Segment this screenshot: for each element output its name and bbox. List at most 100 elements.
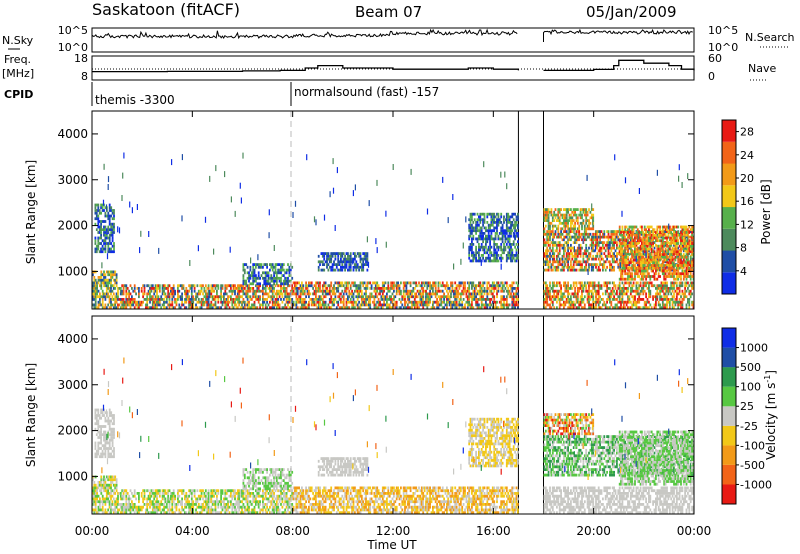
power-cell (334, 263, 337, 266)
power-cell (504, 298, 507, 301)
power-cell (677, 260, 680, 264)
power-cell (553, 289, 556, 293)
power-cell (319, 260, 321, 264)
power-cell (206, 298, 209, 301)
power-cell (544, 281, 547, 285)
power-cell (262, 303, 264, 307)
power-cell (271, 263, 274, 266)
power-cell (227, 303, 229, 307)
power-cell (111, 236, 114, 240)
power-cell (466, 303, 469, 307)
power-cell (143, 287, 146, 290)
power-cell (111, 284, 114, 288)
power-cell (280, 279, 282, 283)
power-cell (105, 295, 108, 299)
power-cell (501, 298, 504, 301)
power-cell (681, 306, 684, 310)
power-cell (485, 303, 487, 307)
power-cell (625, 303, 628, 307)
power-cell (288, 265, 291, 269)
power-cell (579, 249, 582, 253)
power-cell (625, 277, 628, 281)
power-cell (349, 268, 352, 272)
power-cell (610, 289, 613, 293)
power-cell (547, 303, 550, 307)
power-cell (593, 238, 596, 242)
power-cell (663, 284, 666, 288)
power-cell (483, 237, 486, 241)
power-cell (349, 287, 352, 290)
power-cell (478, 237, 480, 241)
power-cell (117, 295, 119, 299)
power-cell (104, 236, 107, 240)
power-cell (639, 289, 642, 293)
power-cell (620, 300, 622, 304)
power-cell (670, 287, 673, 290)
power-cell (517, 284, 519, 288)
power-cell (480, 287, 483, 290)
power-cell (568, 254, 571, 258)
power-cell (310, 303, 313, 307)
power-cell (600, 246, 603, 250)
power-cell (345, 289, 348, 293)
power-cell (366, 252, 369, 255)
power-cell (409, 295, 412, 299)
power-cell (147, 289, 150, 293)
power-cell (125, 300, 128, 304)
power-cell (241, 295, 243, 299)
power-cell (547, 208, 550, 211)
power-cell (512, 298, 515, 301)
power-cell (256, 289, 259, 293)
power-cell (471, 292, 473, 296)
power-cell (295, 289, 298, 293)
power-cell (578, 235, 581, 239)
power-cell (365, 254, 367, 258)
power-cell (408, 295, 411, 299)
power-cell (660, 235, 663, 239)
power-cell (263, 298, 266, 301)
power-cell (330, 252, 333, 255)
power-cell (422, 303, 425, 307)
power-cell (543, 306, 546, 310)
power-cell (656, 257, 659, 261)
power-cell (376, 306, 379, 310)
power-cell (486, 287, 489, 290)
power-cell (379, 300, 381, 304)
power-cell (100, 303, 103, 307)
power-cell (494, 248, 497, 252)
power-cell (115, 306, 118, 310)
power-cell (574, 268, 576, 272)
power-cell (500, 281, 503, 285)
power-cell (551, 227, 554, 231)
power-cell (295, 303, 298, 307)
power-cell (310, 298, 313, 301)
power-cell (225, 287, 228, 290)
power-cell (494, 251, 497, 255)
power-cell (549, 265, 551, 269)
power-cell (390, 284, 392, 288)
power-cell (576, 208, 579, 211)
power-cell (121, 298, 124, 301)
power-cell (632, 289, 635, 293)
power-cell (553, 298, 556, 301)
power-cell (575, 230, 578, 233)
power-cell (362, 284, 365, 288)
power-cell (624, 235, 627, 239)
power-cell (466, 300, 469, 304)
power-cell (108, 287, 111, 290)
power-cell (263, 292, 266, 296)
power-cell (592, 263, 595, 266)
power-cell (557, 213, 560, 217)
power-cell (600, 284, 603, 288)
power-cell (468, 245, 471, 249)
power-cell (328, 284, 331, 288)
power-cell (224, 300, 227, 304)
power-cell (457, 284, 459, 288)
power-cell (629, 306, 632, 310)
power-cell (613, 289, 615, 293)
power-cell (645, 292, 647, 296)
power-cell (359, 260, 362, 264)
power-cell (570, 208, 572, 211)
power-cell (358, 284, 360, 288)
power-cell (108, 298, 111, 301)
